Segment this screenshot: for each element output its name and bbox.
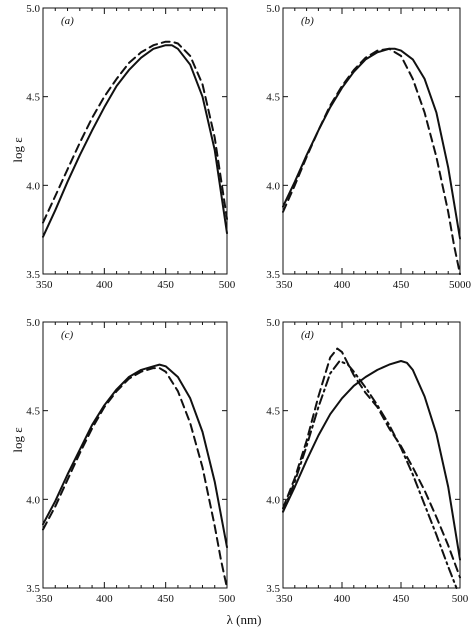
y-tick-label: 4.0 <box>266 180 280 192</box>
series-solid <box>282 47 461 240</box>
plot-frame <box>282 321 461 589</box>
y-axis-label-bottom: log ε <box>10 427 25 453</box>
series-dashed <box>282 47 461 275</box>
series-dashed <box>42 367 228 589</box>
y-tick-label: 4.5 <box>26 92 40 104</box>
panel-label: (d) <box>301 329 314 341</box>
y-tick-label: 4.0 <box>266 494 280 506</box>
panel-label: (c) <box>61 329 74 341</box>
series-solid <box>42 363 228 549</box>
plot-frame <box>42 321 228 589</box>
x-tick-label: 450 <box>393 279 410 291</box>
x-tick-label: 500 <box>219 279 236 291</box>
series-solid <box>282 360 461 561</box>
x-tick-label: 400 <box>96 593 113 605</box>
x-tick-label: 400 <box>334 279 351 291</box>
y-tick-label: 4.5 <box>26 406 40 418</box>
panel-b: 3.5 4.0 4.5 5.0 350 400 450 5000 (b) <box>266 3 471 291</box>
x-tick-label: 400 <box>96 279 113 291</box>
x-tick-label: 350 <box>36 593 53 605</box>
x-tick-label: 450 <box>157 593 174 605</box>
y-tick-label: 3.5 <box>26 583 40 595</box>
y-tick-label: 5.0 <box>266 317 280 329</box>
x-tick-label: 350 <box>36 279 53 291</box>
y-tick-label: 5.0 <box>26 3 40 15</box>
y-tick-label: 3.5 <box>26 269 40 281</box>
plot-frame <box>42 7 228 275</box>
x-tick-label: 5000 <box>449 279 472 291</box>
plot-frame <box>282 7 461 275</box>
series-dashdot <box>282 360 458 589</box>
y-tick-label: 3.5 <box>266 583 280 595</box>
y-tick-label: 4.0 <box>26 494 40 506</box>
panel-label: (b) <box>301 15 314 27</box>
series-dashed <box>42 40 228 224</box>
y-axis-label-top: log ε <box>10 137 25 163</box>
y-tick-label: 3.5 <box>266 269 280 281</box>
y-tick-label: 5.0 <box>26 317 40 329</box>
y-tick-label: 4.5 <box>266 92 280 104</box>
panel-c: 3.5 4.0 4.5 5.0 350 400 450 500 (c) <box>26 317 236 605</box>
x-tick-label: 350 <box>276 593 293 605</box>
panel-a: 3.5 4.0 4.5 5.0 350 400 450 500 (a) <box>26 3 236 291</box>
panel-label: (a) <box>61 15 74 27</box>
x-tick-label: 400 <box>334 593 351 605</box>
y-tick-label: 4.0 <box>26 180 40 192</box>
x-tick-label: 350 <box>276 279 293 291</box>
x-tick-label: 450 <box>157 279 174 291</box>
x-axis-label: λ (nm) <box>227 612 262 627</box>
panel-d: 3.5 4.0 4.5 5.0 350 400 450 500 (d) <box>266 317 469 605</box>
y-tick-label: 5.0 <box>266 3 280 15</box>
series-dashed <box>282 347 461 579</box>
x-tick-label: 450 <box>393 593 410 605</box>
x-tick-label: 500 <box>452 593 469 605</box>
x-tick-label: 500 <box>219 593 236 605</box>
y-tick-label: 4.5 <box>266 406 280 418</box>
series-solid <box>42 44 228 238</box>
